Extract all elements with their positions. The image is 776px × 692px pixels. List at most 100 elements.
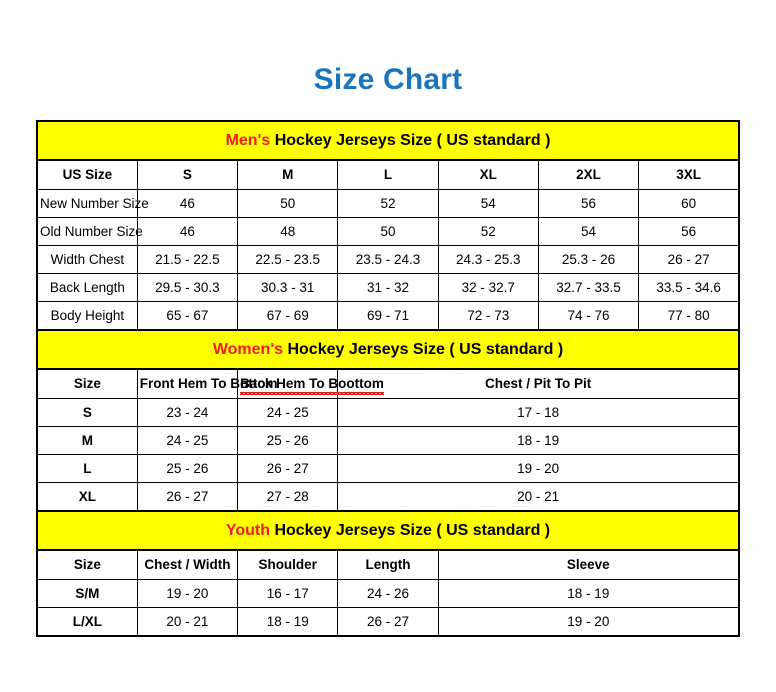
- section-banner-cell-youth: Youth Hockey Jerseys Size ( US standard …: [36, 510, 740, 551]
- section-banner-cell-mens: Men's Hockey Jerseys Size ( US standard …: [36, 120, 740, 161]
- cell-value: 52: [380, 195, 396, 211]
- column-header-text: Sleeve: [566, 557, 610, 572]
- cell-mens-2-2: 23.5 - 24.3: [337, 245, 439, 274]
- cell-value: 52: [480, 223, 496, 239]
- cell-value: 16 - 17: [266, 585, 309, 601]
- section-banner-rest-mens: Hockey Jerseys Size ( US standard ): [270, 131, 551, 149]
- column-header-mens-6: 3XL: [638, 159, 740, 190]
- cell-value: 24 - 25: [266, 404, 309, 420]
- size-chart-table: Men's Hockey Jerseys Size ( US standard …: [36, 120, 740, 637]
- cell-value: 20 - 21: [517, 488, 560, 504]
- cell-value: 77 - 80: [667, 307, 710, 323]
- column-header-text: US Size: [62, 167, 113, 182]
- table-row: Width Chest 21.5 - 22.5 22.5 - 23.5 23.5 - …: [36, 245, 740, 274]
- cell-mens-1-5: 56: [638, 217, 740, 246]
- cell-value: 25 - 26: [266, 432, 309, 448]
- cell-mens-0-3: 54: [437, 189, 539, 218]
- section-banner-rest-youth: Hockey Jerseys Size ( US standard ): [270, 521, 551, 539]
- row-label-text: XL: [78, 488, 97, 504]
- cell-mens-3-2: 31 - 32: [337, 273, 439, 302]
- cell-mens-4-2: 69 - 71: [337, 301, 439, 331]
- column-header-text: Size: [73, 557, 101, 572]
- cell-youth-1-3: 19 - 20: [437, 607, 740, 637]
- column-header-row-mens: US Size S M L XL 2XL 3XL: [36, 159, 740, 190]
- cell-value: 60: [681, 195, 697, 211]
- cell-value: 26 - 27: [667, 251, 710, 267]
- cell-mens-4-1: 67 - 69: [237, 301, 339, 331]
- cell-womens-0-2: 17 - 18: [337, 398, 740, 427]
- cell-value: 69 - 71: [366, 307, 409, 323]
- row-label-text: Width Chest: [50, 251, 125, 267]
- column-header-womens-3: Chest / Pit To Pit: [337, 368, 740, 399]
- table-row: L/XL 20 - 21 18 - 19 26 - 27 19 - 20: [36, 607, 740, 637]
- row-label-text: S: [82, 404, 92, 420]
- cell-value: 19 - 20: [567, 613, 610, 629]
- cell-value: 50: [380, 223, 396, 239]
- cell-youth-1-1: 18 - 19: [237, 607, 339, 637]
- cell-mens-4-3: 72 - 73: [437, 301, 539, 331]
- misspelled-word: Back Hem To Boottom: [240, 376, 384, 395]
- cell-value: 46: [179, 223, 195, 239]
- column-header-row-youth: Size Chest / Width Shoulder Length Sleeve: [36, 549, 740, 580]
- page-title: Size Chart: [313, 63, 463, 96]
- cell-mens-0-1: 50: [237, 189, 339, 218]
- cell-value: 26 - 27: [366, 613, 409, 629]
- cell-value: 23.5 - 24.3: [355, 251, 421, 267]
- cell-value: 56: [581, 195, 597, 211]
- size-chart-body: Men's Hockey Jerseys Size ( US standard …: [36, 120, 740, 637]
- cell-value: 33.5 - 34.6: [656, 279, 721, 295]
- cell-value: 26 - 27: [166, 488, 209, 504]
- row-label-youth-1: L/XL: [36, 607, 138, 637]
- table-row: M 24 - 25 25 - 26 18 - 19: [36, 426, 740, 455]
- section-banner-youth: Youth Hockey Jerseys Size ( US standard …: [36, 510, 740, 551]
- cell-value: 32 - 32.7: [461, 279, 515, 295]
- section-banner-accent-mens: Men's: [225, 131, 271, 149]
- cell-value: 74 - 76: [567, 307, 610, 323]
- cell-value: 18 - 19: [567, 585, 610, 601]
- cell-value: 46: [179, 195, 195, 211]
- cell-youth-1-0: 20 - 21: [136, 607, 239, 637]
- cell-mens-2-0: 21.5 - 22.5: [136, 245, 239, 274]
- cell-value: 18 - 19: [266, 613, 309, 629]
- cell-value: 27 - 28: [266, 488, 309, 504]
- column-header-womens-2: Back Hem To Boottom: [237, 368, 384, 399]
- cell-womens-1-0: 24 - 25: [136, 426, 239, 455]
- column-header-row-womens: Size Front Hem To Bottom Back Hem To Boott…: [36, 368, 740, 399]
- cell-value: 65 - 67: [166, 307, 209, 323]
- cell-womens-0-1: 24 - 25: [237, 398, 339, 427]
- cell-value: 54: [480, 195, 496, 211]
- cell-womens-1-1: 25 - 26: [237, 426, 339, 455]
- column-header-text: Size: [73, 376, 101, 391]
- cell-mens-1-0: 46: [136, 217, 239, 246]
- column-header-womens-0: Size: [36, 368, 138, 399]
- table-row: S 23 - 24 24 - 25 17 - 18: [36, 398, 740, 427]
- cell-mens-1-4: 54: [537, 217, 640, 246]
- size-chart-container: Men's Hockey Jerseys Size ( US standard …: [36, 98, 740, 637]
- row-label-text: S/M: [75, 585, 100, 601]
- row-label-mens-3: Back Length: [36, 273, 138, 302]
- column-header-mens-1: S: [136, 159, 239, 190]
- cell-value: 56: [681, 223, 697, 239]
- column-header-text: L: [383, 167, 393, 182]
- column-header-womens-1: Front Hem To Bottom: [136, 368, 278, 399]
- section-banner-womens: Women's Hockey Jerseys Size ( US standar…: [36, 329, 740, 370]
- column-header-youth-0: Size: [36, 549, 138, 580]
- column-header-youth-1: Chest / Width: [136, 549, 239, 580]
- cell-mens-2-1: 22.5 - 23.5: [237, 245, 339, 274]
- column-header-mens-4: XL: [437, 159, 539, 190]
- cell-mens-1-1: 48: [237, 217, 339, 246]
- column-header-youth-2: Shoulder: [237, 549, 339, 580]
- cell-womens-0-0: 23 - 24: [136, 398, 239, 427]
- cell-mens-2-3: 24.3 - 25.3: [437, 245, 539, 274]
- column-header-youth-4: Sleeve: [437, 549, 740, 580]
- column-header-text: Chest / Width: [144, 557, 231, 572]
- row-label-mens-0: New Number Size: [36, 189, 149, 218]
- cell-mens-0-2: 52: [337, 189, 439, 218]
- table-row: Body Height 65 - 67 67 - 69 69 - 71 72 - 73 7…: [36, 301, 740, 331]
- column-header-text: S: [182, 167, 192, 182]
- row-label-text: Back Length: [49, 279, 125, 295]
- table-row: L 25 - 26 26 - 27 19 - 20: [36, 454, 740, 483]
- cell-value: 72 - 73: [467, 307, 510, 323]
- row-label-youth-0: S/M: [36, 579, 138, 608]
- row-label-womens-3: XL: [36, 482, 138, 512]
